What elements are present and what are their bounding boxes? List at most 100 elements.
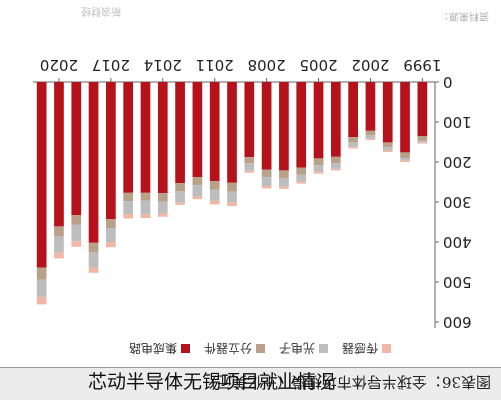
bar-segment xyxy=(140,82,151,193)
bar-segment xyxy=(296,167,307,175)
bar-segment xyxy=(175,82,185,184)
bar-segment xyxy=(36,82,47,268)
x-tick-label: 2020 xyxy=(40,56,78,74)
caption-text: 芯动半导体无锡项目就业情况 xyxy=(88,371,336,393)
bar-segment xyxy=(244,163,255,171)
bar-segment xyxy=(330,82,341,157)
bar-segment xyxy=(140,214,151,218)
bar-segment xyxy=(365,82,376,131)
bar-segment xyxy=(106,242,116,248)
bar-segment xyxy=(106,219,116,228)
bar-segment xyxy=(157,193,168,202)
bar-segment xyxy=(382,150,393,152)
bar-segment xyxy=(330,156,341,164)
bar-segment xyxy=(279,186,289,189)
bar-segment xyxy=(244,170,255,173)
bar-segment xyxy=(417,142,428,144)
bar-segment xyxy=(313,158,324,166)
bar-segment xyxy=(192,196,203,200)
bar-segment xyxy=(244,82,255,158)
bar-segment xyxy=(244,157,255,164)
source-note: 资料来源： xyxy=(439,10,489,21)
bar-segment xyxy=(400,158,410,161)
bar-segment xyxy=(417,140,428,143)
x-tick-label: 1999 xyxy=(403,56,441,74)
bar-segment xyxy=(209,200,220,205)
bar-segment xyxy=(192,82,203,178)
bar-segment xyxy=(209,181,220,190)
bar-segment xyxy=(88,267,99,273)
bar-segment xyxy=(313,165,324,172)
bar-segment xyxy=(36,267,47,280)
watermark: 新浪财经 xyxy=(81,5,121,16)
bar-segment xyxy=(296,82,307,168)
y-tick-label: 200 xyxy=(443,153,472,171)
bar-segment xyxy=(382,147,393,151)
bar-segment xyxy=(400,82,410,153)
bar-segment xyxy=(279,170,289,178)
x-tick-label: 2011 xyxy=(196,56,234,74)
bar-segment xyxy=(54,252,64,259)
x-tick-label: 2002 xyxy=(351,56,389,74)
bar-segment xyxy=(140,200,151,215)
bar-segment xyxy=(348,142,358,147)
bar-segment xyxy=(400,160,410,162)
bar-segment xyxy=(175,191,185,203)
bar-segment xyxy=(348,146,358,149)
bar-segment xyxy=(71,215,82,225)
bar-segment xyxy=(365,130,376,136)
bar-segment xyxy=(348,82,358,138)
bar-segment xyxy=(313,171,324,174)
bar-segment xyxy=(227,82,237,183)
bar-segment xyxy=(261,169,272,178)
bar-segment xyxy=(140,192,151,201)
bar-segment xyxy=(71,241,82,247)
bar-segment xyxy=(88,242,99,253)
bar-segment xyxy=(209,82,220,182)
bar-segment xyxy=(36,296,47,305)
bar-segment xyxy=(279,82,289,171)
bar-segment xyxy=(54,82,64,227)
bar-segment xyxy=(330,168,341,171)
bar-segment xyxy=(227,182,237,192)
bar-segment xyxy=(123,201,134,214)
bar-segment xyxy=(71,82,82,216)
bar-segment xyxy=(157,82,168,194)
x-tick-label: 2014 xyxy=(144,56,182,74)
y-tick-label: 0 xyxy=(443,73,453,91)
bar-segment xyxy=(227,202,237,206)
bar-segment xyxy=(417,136,428,141)
bar-segment xyxy=(157,213,168,217)
bar-segment xyxy=(192,185,203,197)
bar-segment xyxy=(106,82,116,220)
bar-segment xyxy=(365,135,376,139)
bar-segment xyxy=(261,186,272,189)
bar-segment xyxy=(261,177,272,186)
bar-segment xyxy=(313,82,324,159)
bar-segment xyxy=(365,138,376,140)
bar-segment xyxy=(261,82,272,170)
bar-segment xyxy=(106,228,116,242)
bar-segment xyxy=(192,177,203,186)
bar-segment xyxy=(157,201,168,214)
bar-segment xyxy=(417,82,428,136)
x-tick-label: 2005 xyxy=(299,56,337,74)
bar-segment xyxy=(382,82,393,143)
bar-segment xyxy=(123,214,134,219)
bar-segment xyxy=(348,137,358,143)
bar-segment xyxy=(209,189,220,201)
bar-segment xyxy=(175,183,185,192)
y-tick-label: 500 xyxy=(443,273,472,291)
bar-segment xyxy=(227,191,237,203)
bar-segment xyxy=(400,152,410,158)
bar-segment xyxy=(54,236,64,253)
bar-segment xyxy=(175,202,185,205)
bar-segment xyxy=(296,181,307,184)
bar-segment xyxy=(88,82,99,243)
y-tick-label: 600 xyxy=(443,313,472,331)
bar-segment xyxy=(123,192,134,202)
bar-segment xyxy=(36,279,47,297)
bar-segment xyxy=(279,178,289,187)
